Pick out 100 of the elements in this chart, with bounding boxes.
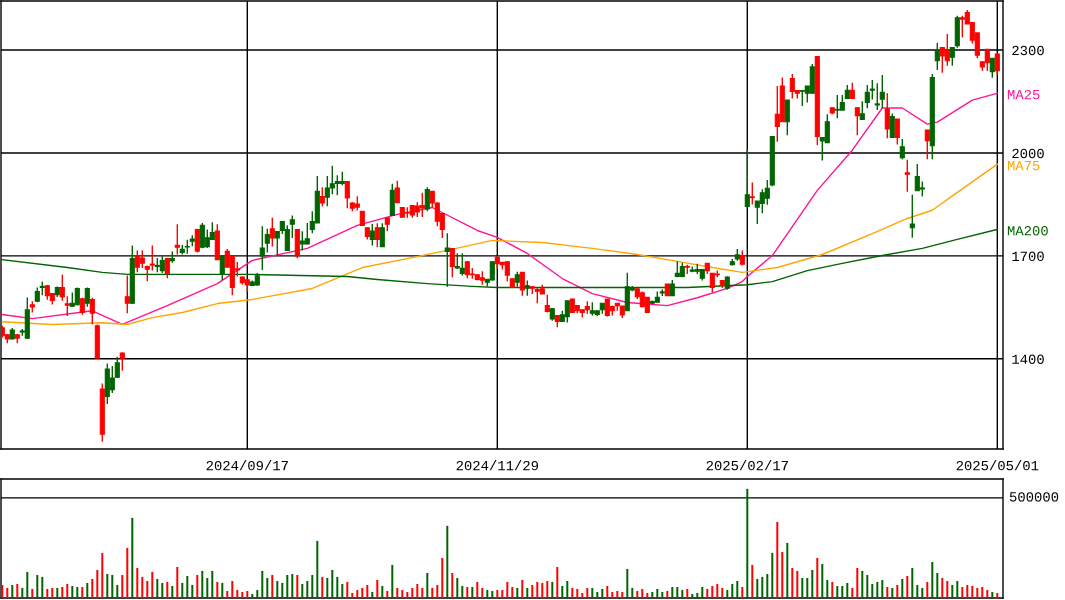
candlestick xyxy=(899,138,905,160)
candlestick xyxy=(59,274,65,302)
bar xyxy=(961,586,964,598)
bar xyxy=(746,488,749,598)
bar xyxy=(931,561,934,598)
candlestick xyxy=(924,129,930,160)
bar xyxy=(436,585,439,598)
candlestick xyxy=(894,118,900,146)
bar xyxy=(421,587,424,598)
bar xyxy=(476,581,479,598)
bar xyxy=(581,592,584,598)
candlestick xyxy=(934,42,940,71)
bar xyxy=(726,590,729,598)
bar xyxy=(306,580,309,598)
bar xyxy=(921,587,924,598)
bar xyxy=(346,581,349,598)
candlestick xyxy=(784,99,790,136)
candlestick xyxy=(174,223,180,256)
bar xyxy=(236,590,239,598)
candlestick xyxy=(874,82,880,111)
series-label: MA25 xyxy=(1007,89,1040,100)
bar xyxy=(516,587,519,598)
bar xyxy=(586,587,589,598)
x-tick-label: 2024/09/17 xyxy=(206,460,288,471)
candlestick xyxy=(984,48,990,72)
bar xyxy=(431,587,434,598)
bar xyxy=(201,570,204,598)
bar xyxy=(16,584,19,598)
bar xyxy=(571,587,574,598)
bar xyxy=(826,579,829,598)
bar xyxy=(286,574,289,598)
bar xyxy=(71,585,74,598)
candlestick xyxy=(854,106,860,136)
bar xyxy=(711,585,714,598)
bar xyxy=(486,590,489,598)
candlestick xyxy=(884,92,890,139)
candlestick xyxy=(864,84,870,110)
bar xyxy=(251,593,254,598)
bar xyxy=(176,566,179,598)
bar xyxy=(361,587,364,598)
bar xyxy=(601,588,604,598)
bar xyxy=(976,587,979,598)
bar xyxy=(256,590,259,598)
candlestick xyxy=(374,222,380,248)
bar xyxy=(376,579,379,598)
bar xyxy=(181,582,184,598)
bar xyxy=(266,578,269,598)
candlestick xyxy=(879,74,885,110)
bar xyxy=(766,573,769,598)
candlestick xyxy=(824,113,830,144)
bar xyxy=(686,588,689,598)
bar xyxy=(911,567,914,598)
bar xyxy=(311,574,314,598)
candlestick xyxy=(489,261,495,282)
bar xyxy=(816,557,819,598)
bar xyxy=(131,517,134,598)
bar xyxy=(456,578,459,598)
bar xyxy=(831,581,834,598)
candlestick xyxy=(64,295,70,317)
bar xyxy=(351,592,354,598)
bar xyxy=(706,588,709,598)
candlestick xyxy=(889,112,895,139)
bar xyxy=(366,585,369,598)
bar xyxy=(106,573,109,598)
bar xyxy=(561,585,564,598)
bar xyxy=(996,592,999,598)
bar xyxy=(776,521,779,598)
bar xyxy=(806,578,809,598)
bar xyxy=(121,574,124,598)
bar xyxy=(781,551,784,598)
bar xyxy=(891,587,894,598)
candlestick xyxy=(519,271,525,297)
bar xyxy=(886,586,889,598)
bar xyxy=(946,580,949,598)
bar xyxy=(216,581,219,598)
candlestick xyxy=(424,186,430,212)
y-tick-label: 2000 xyxy=(1012,148,1044,159)
bar xyxy=(146,580,149,598)
candlestick xyxy=(264,228,270,254)
bar xyxy=(341,584,344,598)
y-tick-label: 1400 xyxy=(1012,354,1044,364)
bar xyxy=(876,581,879,598)
bar xyxy=(411,587,414,598)
bar xyxy=(41,576,44,598)
bar xyxy=(56,587,59,598)
bar xyxy=(11,585,14,598)
bar xyxy=(151,571,154,598)
bar xyxy=(551,581,554,598)
bar xyxy=(956,580,959,598)
bar xyxy=(981,586,984,598)
bar xyxy=(336,576,339,598)
bar xyxy=(246,591,249,598)
bar xyxy=(461,585,464,598)
candlestick xyxy=(904,159,910,193)
candlestick xyxy=(289,214,295,239)
bar xyxy=(331,569,334,598)
bar xyxy=(206,578,209,598)
bar xyxy=(446,525,449,598)
bar xyxy=(916,585,919,598)
bar xyxy=(651,592,654,598)
